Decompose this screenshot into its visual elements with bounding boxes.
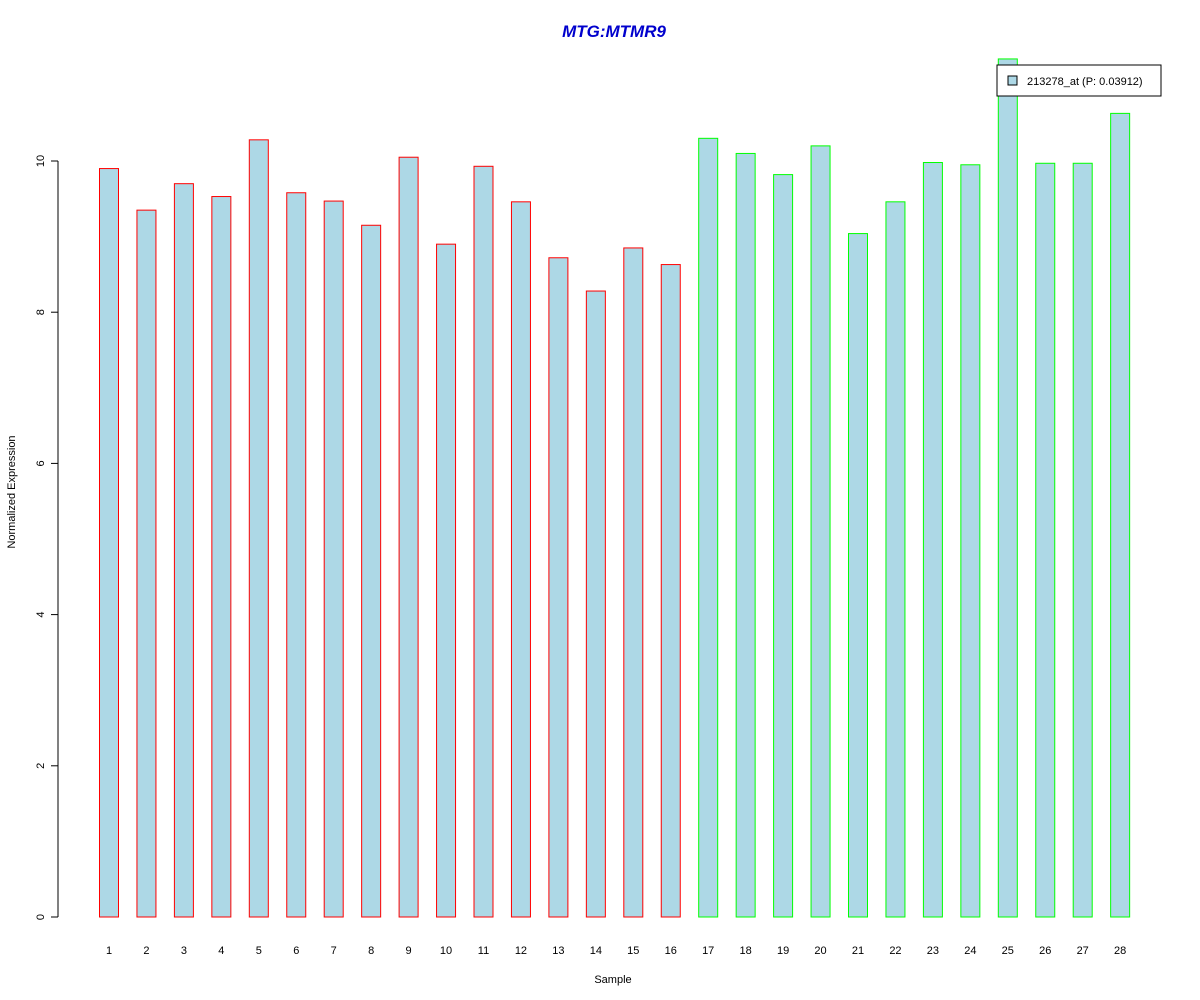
- bar-sample-10: [436, 243, 457, 918]
- x-tick-label: 7: [331, 945, 337, 957]
- y-axis: 0 2 4 6 8 10: [35, 155, 59, 920]
- x-tick-label: 24: [964, 945, 976, 957]
- x-tick-label: 21: [852, 945, 864, 957]
- bar-sample-15: [623, 247, 644, 918]
- y-tick-label: 2: [35, 763, 47, 769]
- bar-sample-28: [1110, 112, 1131, 918]
- x-tick-label: 10: [440, 945, 452, 957]
- chart-title: MTG:MTMR9: [562, 22, 666, 41]
- x-tick-label: 3: [181, 945, 187, 957]
- bar-sample-19: [773, 174, 794, 918]
- bar-sample-16: [660, 264, 681, 918]
- x-tick-label: 12: [515, 945, 527, 957]
- x-tick-label: 9: [406, 945, 412, 957]
- x-tick-label: 11: [478, 945, 489, 957]
- y-tick-label: 10: [35, 155, 47, 167]
- bar-sample-27: [1072, 162, 1093, 918]
- bar-sample-11: [473, 165, 494, 918]
- x-axis-label: Sample: [594, 974, 631, 986]
- legend-box: [996, 64, 1162, 97]
- x-tick-label: 18: [740, 945, 752, 957]
- x-tick-label: 17: [702, 945, 714, 957]
- bar-sample-18: [735, 152, 756, 918]
- bar-sample-13: [548, 257, 569, 918]
- bar-sample-20: [810, 145, 831, 918]
- bar-sample-4: [211, 196, 232, 918]
- x-tick-label: 25: [1002, 945, 1014, 957]
- x-tick-label: 27: [1077, 945, 1089, 957]
- x-tick-label: 15: [627, 945, 639, 957]
- bar-sample-21: [848, 233, 868, 918]
- x-tick-label: 16: [665, 945, 677, 957]
- bar-sample-24: [960, 164, 981, 918]
- y-tick-label: 0: [35, 914, 47, 920]
- x-tick-label: 14: [590, 945, 602, 957]
- x-tick-label: 4: [218, 945, 224, 957]
- bar-sample-5: [248, 139, 269, 918]
- bar-sample-17: [698, 137, 719, 918]
- bar-sample-3: [173, 183, 194, 918]
- x-tick-label: 19: [777, 945, 789, 957]
- x-tick-label: 5: [256, 945, 262, 957]
- x-tick-labels: 1 2 3 4 5 6 7 8 9 10 11 12 13 14 15 16 17 18 19 20 21 22 23 24 2…: [106, 945, 1126, 957]
- x-tick-label: 23: [927, 945, 939, 957]
- x-tick-label: 1: [106, 945, 112, 957]
- bar-sample-25: [997, 58, 1018, 918]
- bar-sample-6: [286, 192, 307, 918]
- bar-sample-12: [510, 201, 531, 918]
- y-tick-label: 6: [35, 460, 47, 466]
- x-tick-label: 8: [368, 945, 374, 957]
- x-tick-label: 20: [814, 945, 826, 957]
- x-tick-label: 26: [1039, 945, 1051, 957]
- bar-sample-2: [136, 209, 157, 918]
- legend-label: 213278_at (P: 0.03912): [1027, 76, 1143, 88]
- bar-sample-26: [1035, 162, 1056, 918]
- bar-sample-14: [585, 290, 606, 918]
- x-tick-label: 28: [1114, 945, 1126, 957]
- bar-sample-23: [922, 162, 943, 918]
- bars: [99, 58, 1131, 918]
- x-tick-label: 22: [889, 945, 901, 957]
- y-tick-label: 8: [35, 309, 47, 315]
- bar-sample-9: [398, 156, 419, 918]
- bar-sample-7: [323, 200, 344, 918]
- y-tick-label: 4: [35, 612, 47, 618]
- x-tick-label: 13: [552, 945, 564, 957]
- legend-swatch: [1007, 75, 1018, 86]
- legend: 213278_at (P: 0.03912): [996, 64, 1162, 97]
- bar-sample-8: [361, 224, 382, 918]
- bar-sample-1: [99, 168, 119, 918]
- bar-sample-22: [885, 201, 906, 918]
- x-tick-label: 6: [293, 945, 299, 957]
- y-axis-label: Normalized Expression: [6, 435, 18, 548]
- x-tick-label: 2: [143, 945, 149, 957]
